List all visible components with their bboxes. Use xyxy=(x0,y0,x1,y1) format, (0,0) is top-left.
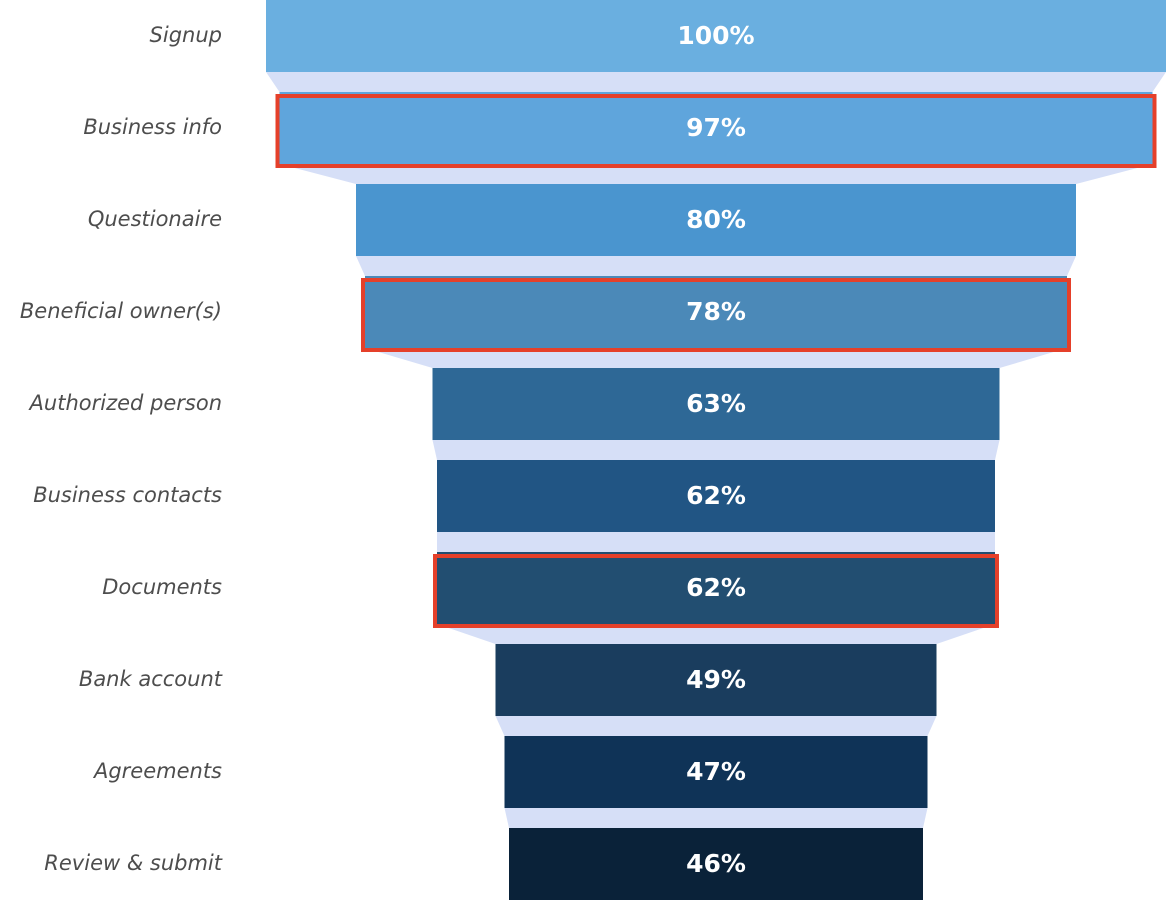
category-label: Authorized person xyxy=(28,391,222,415)
connector xyxy=(437,624,995,644)
connector xyxy=(356,256,1076,276)
funnel-bar xyxy=(437,552,995,624)
value-label: 100% xyxy=(677,21,754,50)
category-label: Beneficial owner(s) xyxy=(20,299,222,323)
value-label: 62% xyxy=(686,481,746,510)
funnel-bar xyxy=(432,368,1000,440)
connector xyxy=(504,808,928,828)
connector xyxy=(365,348,1067,368)
connector xyxy=(432,440,1000,460)
connector xyxy=(266,72,1166,92)
category-label: Documents xyxy=(102,575,222,599)
category-label: Questionaire xyxy=(88,207,222,231)
funnel-bar xyxy=(509,828,923,900)
category-label: Business info xyxy=(83,115,222,139)
funnel-bar xyxy=(356,184,1076,256)
connector xyxy=(437,532,995,552)
connector xyxy=(279,164,1153,184)
value-label: 97% xyxy=(686,113,746,142)
highlight-outline xyxy=(433,554,999,628)
value-label: 63% xyxy=(686,389,746,418)
funnel-bar xyxy=(504,736,928,808)
funnel-bar xyxy=(266,0,1166,72)
highlight-outline xyxy=(275,94,1157,168)
funnel-bar xyxy=(279,92,1153,164)
funnel-bar xyxy=(495,644,937,716)
funnel-bar xyxy=(437,460,995,532)
category-label: Signup xyxy=(150,23,222,47)
value-label: 47% xyxy=(686,757,746,786)
connector xyxy=(495,716,937,736)
value-label: 62% xyxy=(686,573,746,602)
category-label: Business contacts xyxy=(33,483,222,507)
highlight-outline xyxy=(361,278,1071,352)
category-label: Bank account xyxy=(79,667,223,691)
value-label: 49% xyxy=(686,665,746,694)
category-label: Agreements xyxy=(92,759,222,783)
funnel-bar xyxy=(365,276,1067,348)
value-label: 80% xyxy=(686,205,746,234)
value-label: 78% xyxy=(686,297,746,326)
value-label: 46% xyxy=(686,849,746,878)
category-label: Review & submit xyxy=(44,851,222,875)
